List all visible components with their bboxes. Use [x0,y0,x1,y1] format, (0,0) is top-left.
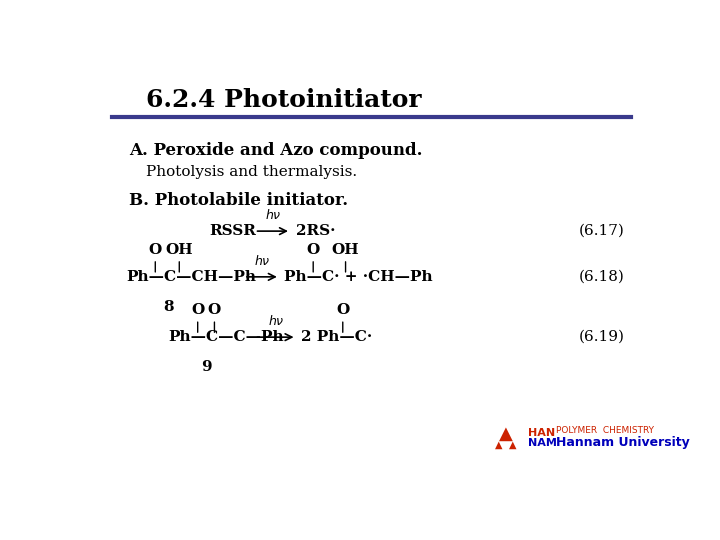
Text: Photolysis and thermalysis.: Photolysis and thermalysis. [145,165,357,179]
Text: (6.18): (6.18) [578,270,624,284]
Text: 9: 9 [201,360,212,374]
Text: OH: OH [332,243,359,257]
Text: Ph—C—CH—Ph: Ph—C—CH—Ph [126,270,256,284]
Text: A. Peroxide and Azo compound.: A. Peroxide and Azo compound. [129,141,423,159]
Text: 8: 8 [163,300,174,314]
Text: 6.2.4 Photoinitiator: 6.2.4 Photoinitiator [145,87,421,112]
Text: O: O [148,243,162,257]
Text: Ph—C· + ·CH—Ph: Ph—C· + ·CH—Ph [284,270,433,284]
Text: (6.19): (6.19) [578,330,624,344]
Text: ▲: ▲ [499,425,513,443]
Text: RSSR: RSSR [209,224,256,238]
Text: O: O [307,243,320,257]
Text: $h\nu$: $h\nu$ [253,254,270,268]
Text: POLYMER  CHEMISTRY: POLYMER CHEMISTRY [556,426,654,435]
Text: OH: OH [166,243,193,257]
Text: HAN: HAN [528,428,555,438]
Text: 2 Ph—C·: 2 Ph—C· [301,330,372,344]
Text: B. Photolabile initiator.: B. Photolabile initiator. [129,192,348,208]
Text: (6.17): (6.17) [578,224,624,238]
Text: NAM: NAM [528,438,557,448]
Text: O: O [208,303,221,317]
Text: ▲: ▲ [495,440,503,449]
Text: O: O [336,303,349,317]
Text: O: O [191,303,204,317]
Text: 2RS·: 2RS· [297,224,336,238]
Text: Hannam University: Hannam University [556,436,690,449]
Text: Ph—C—C—Ph: Ph—C—C—Ph [168,330,284,344]
Text: ▲: ▲ [508,440,516,449]
Text: $h\nu$: $h\nu$ [265,208,282,222]
Text: $h\nu$: $h\nu$ [268,314,284,328]
